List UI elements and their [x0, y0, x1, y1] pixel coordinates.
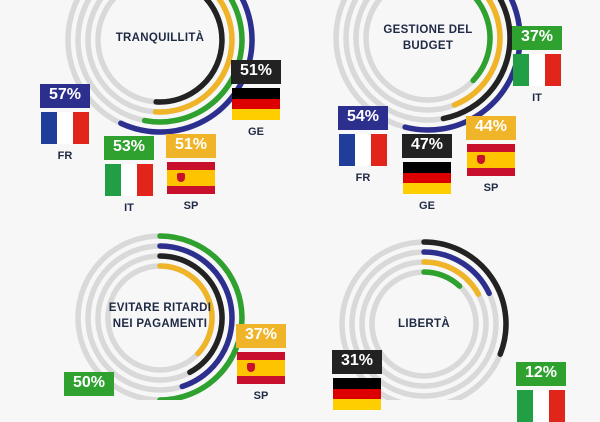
country-code: SP [183, 200, 199, 212]
country-code: GE [419, 200, 435, 212]
flag-band [529, 54, 545, 86]
flag-band [517, 390, 533, 422]
series-arc-it [141, 0, 245, 125]
flag-band [403, 162, 451, 173]
chart-title: TRANQUILLITÀ [115, 32, 205, 44]
series-arc-sp [157, 263, 215, 357]
series-arc-it [421, 269, 463, 289]
flag-sp-icon [167, 162, 215, 194]
flag-band [513, 54, 529, 86]
flag-band [403, 183, 451, 195]
flag-band [333, 378, 381, 389]
charts-canvas [65, 0, 523, 400]
coat-of-arms-icon [477, 155, 485, 164]
chart-title: EVITARE RITARDI NEI PAGAMENTI [108, 302, 212, 330]
flag-band [167, 170, 215, 186]
series-arc-sp [421, 259, 482, 297]
radial-chart-3 [75, 233, 245, 400]
flag-fr-icon [41, 112, 89, 144]
series-arc-ge [157, 253, 225, 376]
flag-band [232, 88, 280, 99]
country-code: IT [532, 92, 542, 104]
country-code: SP [253, 390, 269, 402]
series-arc-it [470, 0, 493, 84]
flag-band [545, 54, 561, 86]
value-label-ge: 31% [332, 350, 382, 374]
value-label-ge: 51% [231, 60, 281, 84]
flag-band [333, 388, 381, 400]
flag-band [167, 162, 215, 170]
flag-band [333, 399, 381, 411]
coat-of-arms-icon [177, 173, 185, 182]
flag-band [339, 134, 355, 166]
value-label-it: 37% [512, 26, 562, 50]
flag-sp-icon [467, 144, 515, 176]
track-ring [353, 0, 503, 113]
flag-it-icon [513, 54, 561, 86]
country-code: IT [124, 202, 134, 214]
series-arc-fr [157, 243, 235, 390]
flag-band [355, 134, 371, 166]
value-label-it: 50% [64, 372, 114, 396]
flag-band [371, 134, 387, 166]
flag-band [57, 112, 73, 144]
radial-chart-4 [339, 239, 509, 400]
flag-band [232, 109, 280, 121]
flag-ge-icon [403, 162, 451, 195]
country-code: GE [248, 126, 264, 138]
flag-band [167, 186, 215, 194]
flag-band [41, 112, 57, 144]
country-code: FR [57, 150, 73, 162]
flag-it-icon [105, 164, 153, 196]
flag-band [533, 390, 549, 422]
flag-band [137, 164, 153, 196]
flag-band [121, 164, 137, 196]
flag-band [237, 376, 285, 384]
series-arc-sp [152, 0, 235, 115]
value-label-sp: 44% [466, 116, 516, 140]
value-label-ge: 47% [402, 134, 452, 158]
flag-band [237, 360, 285, 376]
flag-band [549, 390, 565, 422]
series-arc-sp [451, 0, 503, 108]
flag-band [237, 352, 285, 360]
value-label-fr: 54% [338, 106, 388, 130]
value-label-it: 12% [516, 362, 566, 386]
value-label-sp: 51% [166, 134, 216, 158]
series-arc-ge [421, 239, 509, 357]
value-label-fr: 57% [40, 84, 90, 108]
flag-band [467, 152, 515, 168]
flag-fr-icon [339, 134, 387, 166]
radial-chart-1 [65, 0, 255, 135]
flag-band [73, 112, 89, 144]
chart-title: GESTIONE DEL BUDGET [383, 24, 473, 52]
coat-of-arms-icon [247, 363, 255, 372]
flag-band [232, 98, 280, 110]
flag-band [105, 164, 121, 196]
flag-ge-icon [333, 378, 381, 411]
flag-band [467, 144, 515, 152]
track-ring [85, 0, 235, 115]
flag-sp-icon [237, 352, 285, 384]
chart-title: LIBERTÀ [398, 318, 450, 330]
series-arc-ge [153, 0, 225, 105]
value-label-sp: 37% [236, 324, 286, 348]
series-arc-fr [421, 249, 492, 297]
flag-ge-icon [232, 88, 280, 121]
series-arc-it [157, 233, 245, 400]
country-code: FR [355, 172, 371, 184]
series-arc-ge [440, 0, 513, 122]
flag-it-icon [517, 390, 565, 422]
country-code: SP [483, 182, 499, 194]
flag-band [467, 168, 515, 176]
value-label-it: 53% [104, 136, 154, 160]
flag-band [403, 172, 451, 184]
